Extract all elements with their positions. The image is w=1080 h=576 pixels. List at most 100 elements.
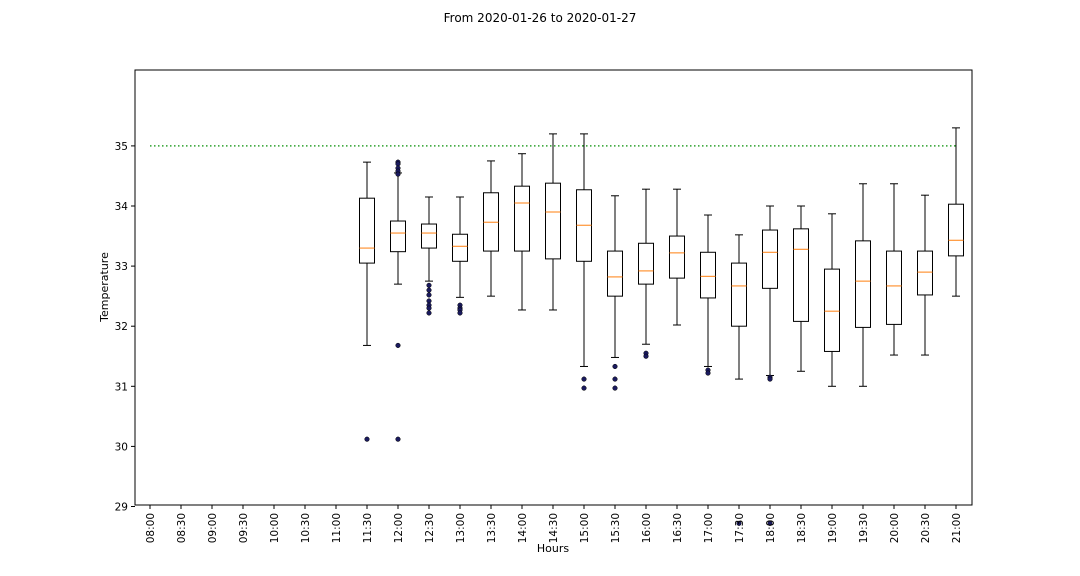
box-1430 (545, 133, 561, 311)
outlier-point (426, 282, 432, 288)
outlier-point (736, 520, 742, 526)
outlier-point (581, 385, 587, 391)
outlier-point (612, 385, 618, 391)
y-tick-label: 34 (115, 201, 129, 213)
box-iqr (700, 251, 716, 299)
box-1830 (793, 205, 809, 372)
outlier-point (426, 292, 432, 298)
x-tick-label: 13:00 (455, 513, 467, 543)
outlier-point (395, 342, 401, 348)
x-tick-label: 12:30 (424, 513, 436, 543)
outlier-point (643, 353, 649, 359)
box-1330 (483, 160, 499, 297)
x-tick-label: 19:30 (858, 513, 870, 543)
outlier-point (767, 376, 773, 382)
box-iqr (824, 268, 840, 352)
box-1200 (390, 159, 406, 442)
box-iqr (948, 203, 964, 257)
outlier-point (705, 370, 711, 376)
box-1400 (514, 153, 530, 311)
y-axis-label: Temperature (98, 252, 111, 323)
x-tick-label: 16:30 (672, 513, 684, 543)
outlier-point (581, 376, 587, 382)
x-tick-label: 11:30 (362, 513, 374, 543)
x-tick-label: 10:00 (269, 513, 281, 543)
outlier-point (767, 520, 773, 526)
x-tick-label: 17:30 (734, 513, 746, 543)
x-tick-label: 14:00 (517, 513, 529, 543)
x-tick-label: 08:00 (145, 513, 157, 543)
x-tick-label: 17:00 (703, 513, 715, 543)
x-tick-label: 08:30 (176, 513, 188, 543)
box-iqr (638, 242, 654, 285)
box-1300 (452, 196, 468, 316)
box-iqr (545, 182, 561, 260)
outlier-point (612, 363, 618, 370)
x-tick-label: 18:00 (765, 513, 777, 543)
box-1800 (762, 205, 778, 526)
box-iqr (731, 262, 747, 327)
y-tick-label: 33 (115, 261, 128, 273)
outlier-point (426, 305, 432, 311)
box-1600 (638, 188, 654, 359)
x-tick-label: 09:00 (207, 513, 219, 543)
box-1730 (731, 234, 747, 526)
x-tick-label: 12:00 (393, 513, 405, 543)
x-tick-label: 20:00 (889, 513, 901, 543)
box-1230 (421, 196, 437, 316)
box-2100 (948, 127, 964, 297)
x-tick-label: 19:00 (827, 513, 839, 543)
box-2030 (917, 194, 933, 356)
x-tick-label: 21:00 (951, 513, 963, 543)
box-iqr (793, 228, 809, 322)
box-iqr (917, 250, 933, 296)
box-2000 (886, 183, 902, 356)
outlier-point (395, 171, 401, 177)
y-tick-label: 35 (115, 141, 128, 153)
x-tick-label: 16:00 (641, 513, 653, 543)
box-iqr (452, 233, 468, 262)
outlier-point (426, 287, 432, 293)
x-tick-label: 20:30 (920, 513, 932, 543)
box-iqr (669, 235, 685, 279)
outlier-point (612, 376, 618, 382)
y-tick-label: 32 (115, 321, 128, 333)
y-axis: 29 30 31 32 33 34 35 (115, 141, 135, 514)
box-iqr (607, 250, 623, 297)
box-1930 (855, 183, 871, 387)
box-iqr (762, 229, 778, 289)
box-iqr (359, 197, 375, 264)
box-iqr (390, 220, 406, 253)
outlier-point (457, 310, 463, 316)
box-1630 (669, 188, 685, 326)
outlier-point (364, 436, 370, 442)
x-tick-label: 18:30 (796, 513, 808, 543)
y-tick-label: 29 (115, 502, 128, 514)
outlier-point (395, 161, 401, 167)
outlier-point (395, 436, 401, 442)
x-tick-label: 11:00 (331, 513, 343, 543)
x-tick-label: 14:30 (548, 513, 560, 543)
box-1130 (359, 161, 375, 442)
box-iqr (421, 223, 437, 249)
box-1500 (576, 133, 592, 391)
x-tick-label: 09:30 (238, 513, 250, 543)
box-1530 (607, 195, 623, 391)
x-tick-label: 15:00 (579, 513, 591, 543)
box-iqr (514, 185, 530, 252)
x-axis-label: Hours (537, 542, 569, 555)
x-tick-label: 15:30 (610, 513, 622, 543)
boxes-layer (359, 127, 964, 526)
x-axis: 08:00 08:30 09:00 09:30 10:00 10:30 11:00 11:30… (145, 505, 963, 543)
y-tick-label: 31 (115, 381, 128, 393)
y-tick-label: 30 (115, 441, 128, 453)
x-tick-label: 10:30 (300, 513, 312, 543)
box-iqr (855, 240, 871, 328)
outlier-point (426, 310, 432, 316)
outlier-point (426, 298, 432, 304)
chart-title: From 2020-01-26 to 2020-01-27 (444, 11, 637, 25)
x-tick-label: 13:30 (486, 513, 498, 543)
box-iqr (886, 250, 902, 325)
